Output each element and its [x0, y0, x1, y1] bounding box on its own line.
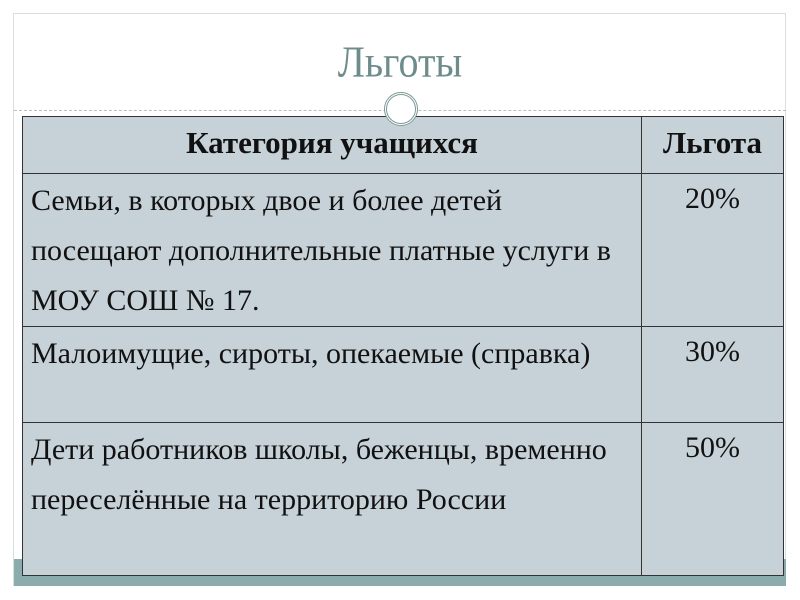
- slide-title: Льготы: [337, 36, 463, 87]
- category-cell: Малоимущие, сироты, опекаемые (справка): [22, 326, 642, 423]
- table-header-row: Категория учащихся Льгота: [22, 116, 784, 174]
- table-row: Семьи, в которых двое и более детей посе…: [22, 173, 784, 327]
- benefits-table: Категория учащихся Льгота Семьи, в котор…: [22, 116, 784, 576]
- benefit-cell: 50%: [641, 422, 784, 576]
- benefit-cell: 30%: [641, 326, 784, 423]
- table-row: Дети работников школы, беженцы, временно…: [22, 422, 784, 576]
- header-benefit: Льгота: [641, 116, 784, 174]
- header-category: Категория учащихся: [22, 116, 642, 174]
- category-cell: Семьи, в которых двое и более детей посе…: [22, 173, 642, 327]
- category-cell: Дети работников школы, беженцы, временно…: [22, 422, 642, 576]
- table-row: Малоимущие, сироты, опекаемые (справка) …: [22, 326, 784, 423]
- benefit-cell: 20%: [641, 173, 784, 327]
- circle-ornament-icon: [384, 92, 418, 126]
